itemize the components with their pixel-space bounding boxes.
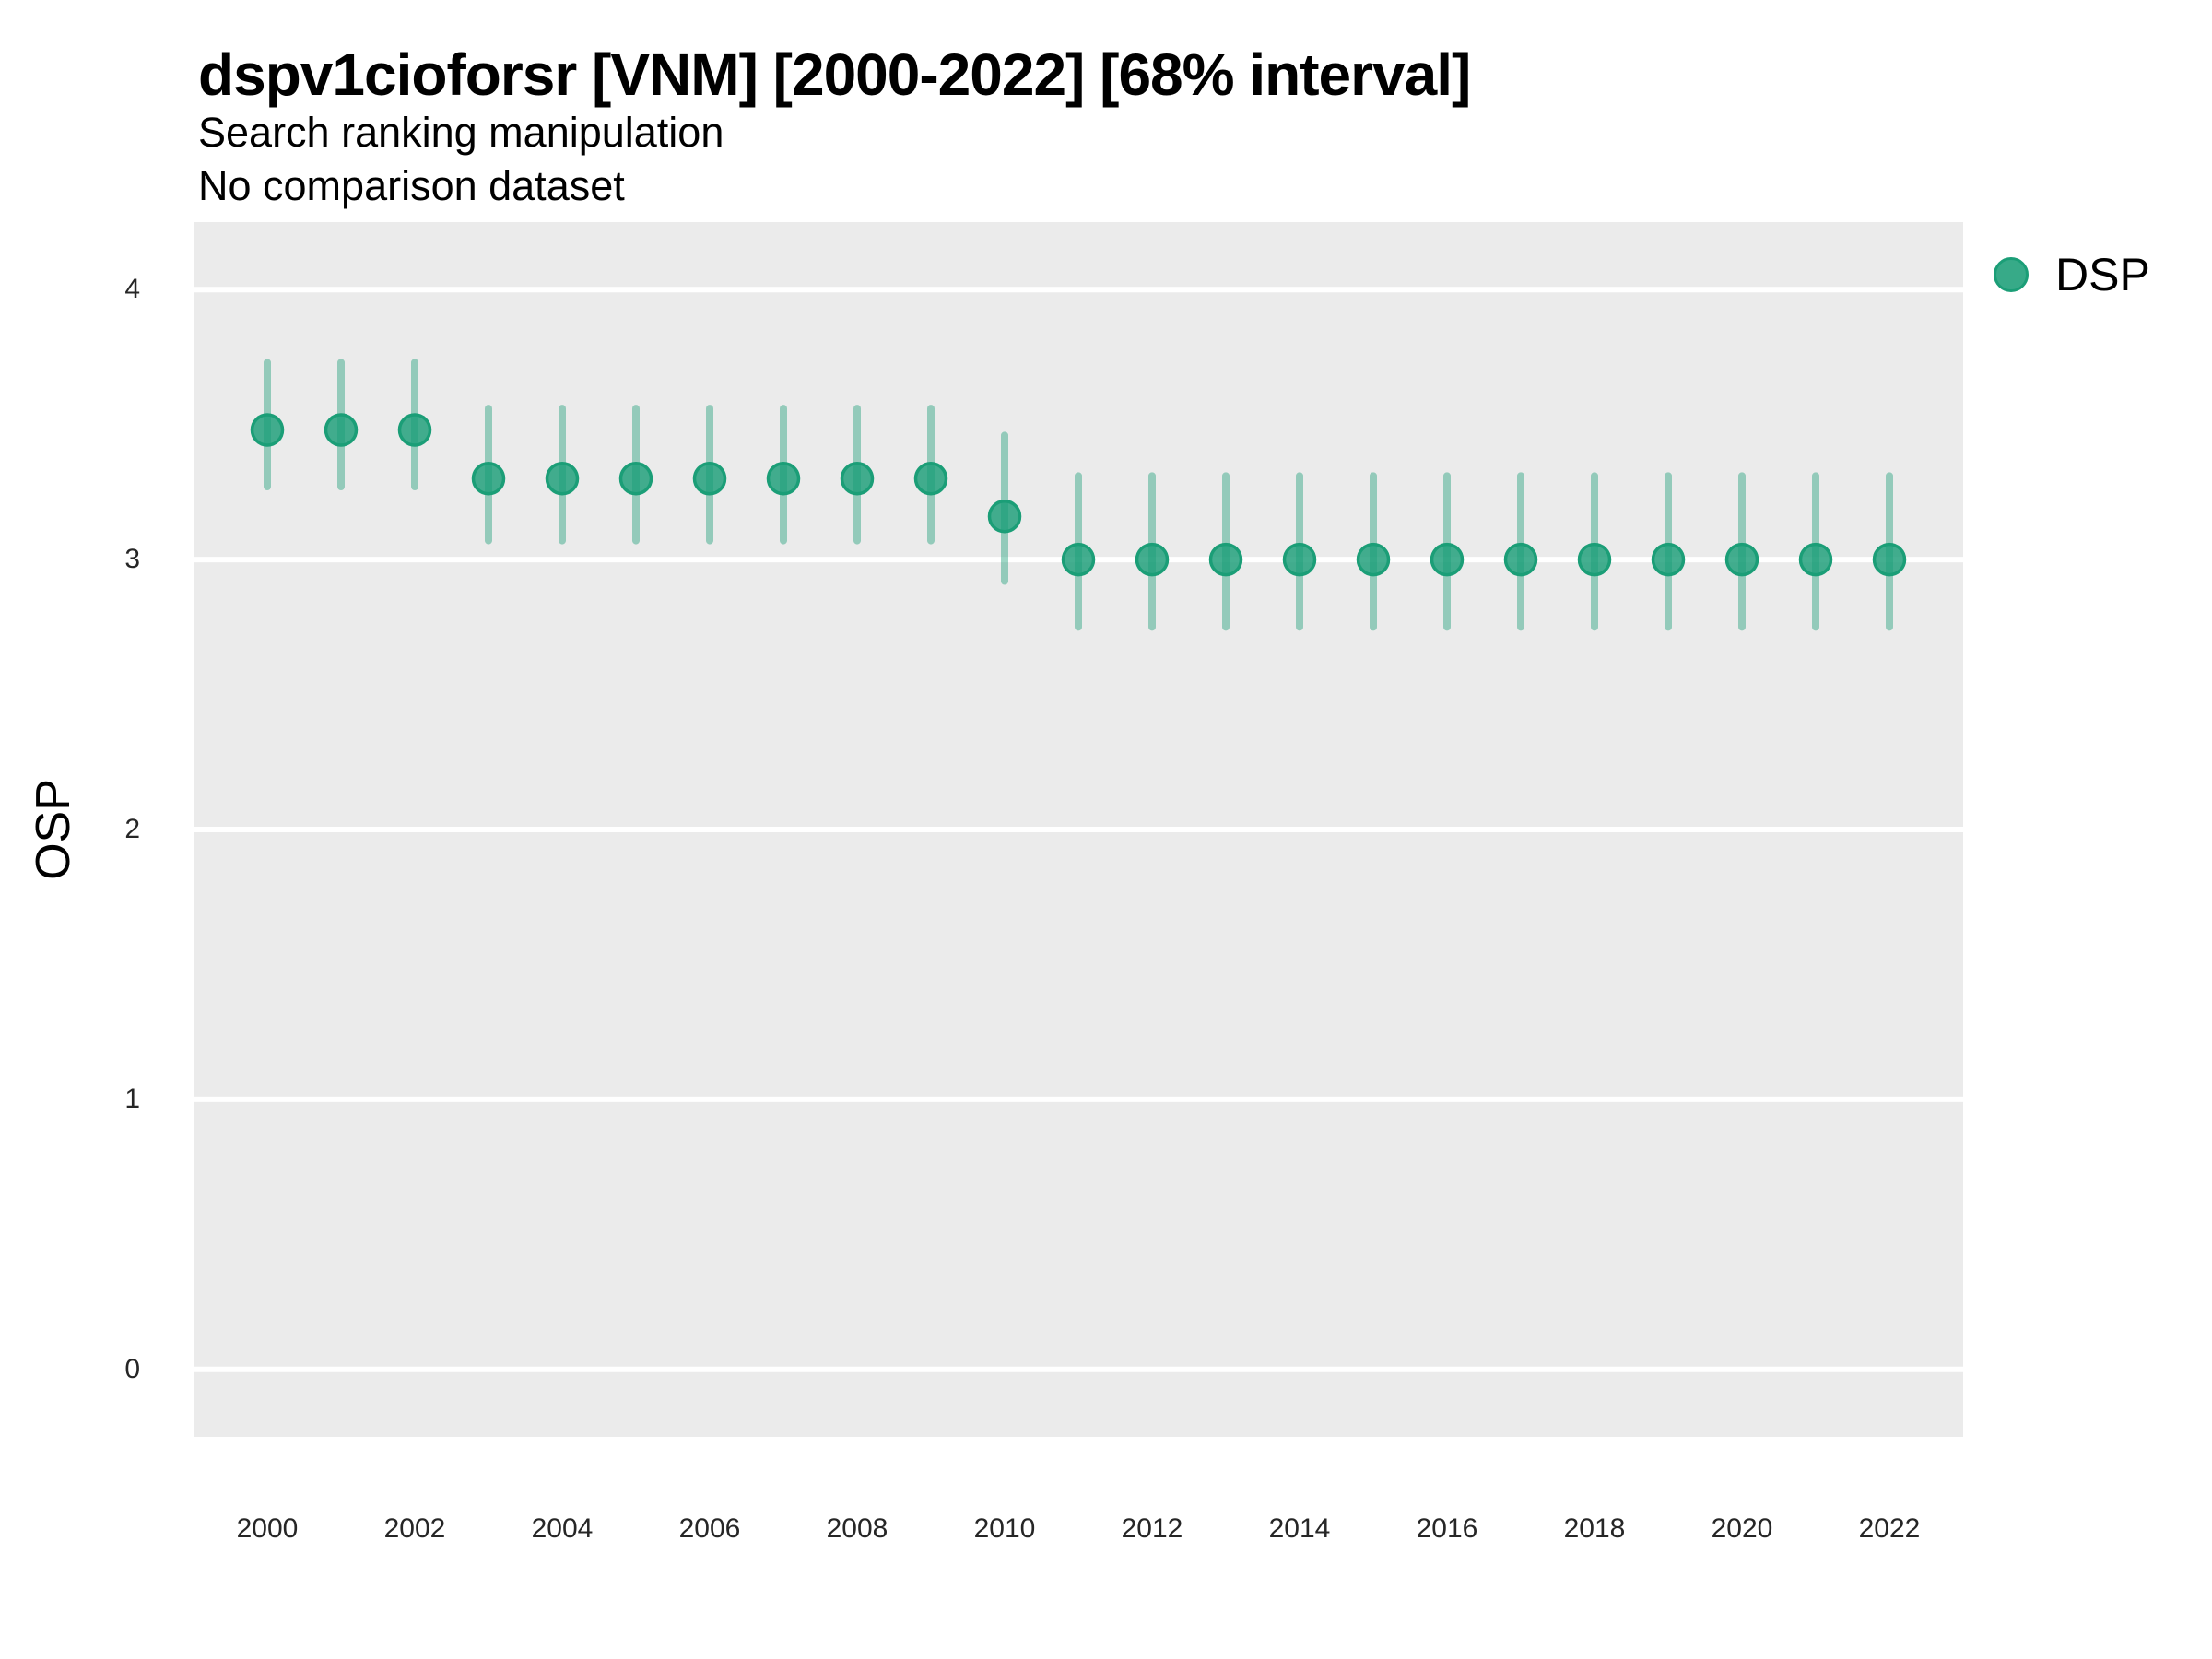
x-tick-label-2012: 2012: [1121, 1513, 1183, 1544]
data-point-2005: [618, 461, 653, 496]
data-point-2010: [987, 499, 1022, 534]
legend-label: DSP: [2055, 249, 2150, 300]
data-point-2013: [1208, 542, 1243, 577]
x-tick-label-2004: 2004: [531, 1513, 594, 1544]
x-tick-label-2014: 2014: [1268, 1513, 1331, 1544]
chart-title: dspv1cioforsr [VNM] [2000-2022] [68% int…: [198, 41, 1471, 108]
x-tick-label-2010: 2010: [973, 1513, 1036, 1544]
data-point-2014: [1282, 542, 1317, 577]
x-tick-label-2000: 2000: [236, 1513, 299, 1544]
y-tick-label-0: 0: [124, 1353, 140, 1384]
data-point-2006: [692, 461, 727, 496]
data-point-2017: [1503, 542, 1538, 577]
y-tick-label-1: 1: [124, 1083, 140, 1114]
x-tick-label-2018: 2018: [1563, 1513, 1626, 1544]
x-tick-label-2022: 2022: [1858, 1513, 1921, 1544]
data-point-2004: [545, 461, 580, 496]
legend-point-icon: [1994, 257, 2029, 292]
x-tick-label-2002: 2002: [383, 1513, 446, 1544]
data-point-2019: [1651, 542, 1686, 577]
data-point-2016: [1430, 542, 1465, 577]
data-point-2007: [766, 461, 801, 496]
x-tick-label-2020: 2020: [1711, 1513, 1773, 1544]
data-point-2015: [1356, 542, 1391, 577]
y-tick-label-4: 4: [124, 274, 140, 305]
data-point-2022: [1872, 542, 1907, 577]
data-point-2003: [471, 461, 506, 496]
chart-note: No comparison dataset: [198, 162, 625, 209]
chart-subtitle: Search ranking manipulation: [198, 109, 724, 156]
y-tick-label-2: 2: [124, 814, 140, 844]
y-tick-label-3: 3: [124, 544, 140, 575]
data-point-2001: [324, 413, 359, 447]
data-point-2020: [1724, 542, 1759, 577]
data-point-2011: [1061, 542, 1096, 577]
legend: DSP: [1994, 247, 2206, 302]
data-point-2009: [913, 461, 948, 496]
data-point-2021: [1798, 542, 1833, 577]
data-point-2000: [250, 413, 285, 447]
data-point-2018: [1577, 542, 1612, 577]
x-tick-label-2016: 2016: [1416, 1513, 1478, 1544]
plot-area: [194, 222, 1963, 1437]
x-tick-label-2006: 2006: [678, 1513, 741, 1544]
x-tick-label-2008: 2008: [826, 1513, 888, 1544]
data-point-2008: [840, 461, 875, 496]
data-point-2002: [397, 413, 432, 447]
data-point-2012: [1135, 542, 1170, 577]
